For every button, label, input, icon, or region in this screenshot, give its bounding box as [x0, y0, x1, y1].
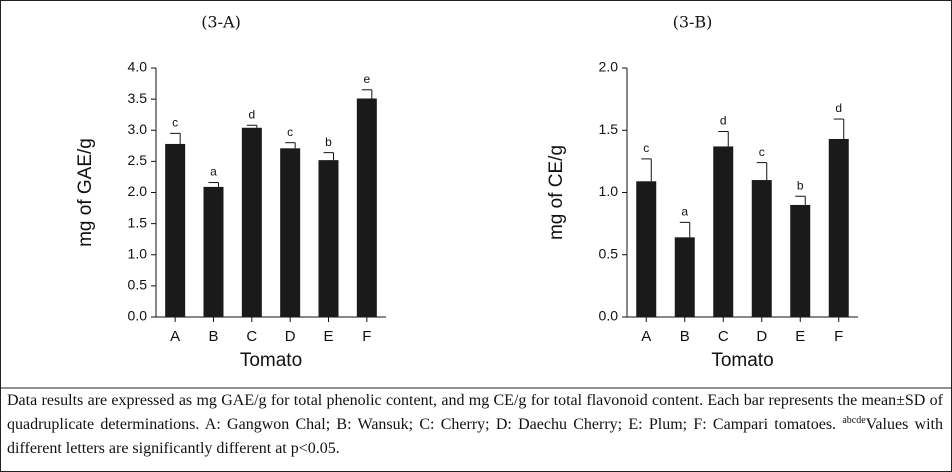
chart-title: (3-A) — [201, 13, 241, 32]
y-tick-label: 2.0 — [599, 59, 619, 75]
bar — [203, 186, 224, 317]
bar — [674, 237, 695, 317]
x-tick-label: A — [641, 328, 651, 345]
y-tick-label: 0.5 — [599, 245, 619, 261]
bar — [318, 160, 339, 317]
y-tick-label: 0.0 — [599, 308, 619, 324]
y-tick-label: 3.5 — [128, 90, 148, 106]
caption-text: Values with different letters are signif… — [7, 416, 943, 457]
significance-letter: d — [835, 101, 842, 115]
significance-letter: d — [720, 114, 727, 128]
significance-letter: c — [287, 125, 293, 139]
x-tick-label: B — [208, 328, 218, 345]
x-tick-label: D — [285, 328, 296, 345]
bar — [356, 98, 377, 317]
significance-letter: a — [210, 165, 217, 179]
significance-letter: b — [797, 178, 804, 192]
x-tick-label: D — [756, 328, 767, 345]
y-axis-label: mg of CE/g — [546, 145, 567, 240]
y-tick-label: 1.5 — [128, 214, 148, 230]
x-tick-label: B — [680, 328, 690, 345]
y-tick-label: 0.0 — [128, 308, 148, 324]
bar — [751, 180, 772, 317]
significance-letter: a — [681, 205, 688, 219]
significance-letter: d — [248, 107, 255, 121]
caption-superscript: abcde — [842, 415, 866, 426]
y-tick-label: 3.0 — [128, 121, 148, 137]
x-tick-label: F — [834, 328, 843, 345]
significance-letter: c — [172, 116, 178, 130]
y-tick-label: 2.5 — [128, 152, 148, 168]
chart-title: (3-B) — [673, 13, 713, 32]
caption: Data results are expressed as mg GAE/g f… — [7, 389, 943, 461]
y-tick-label: 2.0 — [128, 183, 148, 199]
significance-letter: c — [643, 141, 649, 155]
x-axis-label: Tomato — [711, 350, 773, 371]
y-axis-label: mg of GAE/g — [75, 138, 96, 247]
y-tick-label: 0.5 — [128, 277, 148, 293]
x-tick-label: E — [323, 328, 333, 345]
y-tick-label: 1.0 — [128, 245, 148, 261]
bar — [828, 138, 849, 317]
significance-letter: b — [325, 135, 332, 149]
charts: (3-A) mg of GAE/g Tomato 0.0 0.5 1.0 1.5 2.0 2.5… — [1, 13, 951, 389]
bar — [280, 148, 301, 317]
bar — [636, 181, 657, 317]
y-tick-label: 1.5 — [599, 121, 619, 137]
x-tick-label: C — [718, 328, 729, 345]
bar — [165, 143, 186, 317]
caption-text: Data results are expressed as mg GAE/g f… — [7, 392, 943, 433]
y-tick-label: 4.0 — [128, 59, 148, 75]
x-tick-label: E — [795, 328, 805, 345]
bar — [713, 146, 734, 317]
x-tick-label: C — [246, 328, 257, 345]
x-axis-label: Tomato — [240, 350, 302, 371]
bar — [241, 127, 262, 317]
y-tick-label: 1.0 — [599, 183, 619, 199]
bar — [790, 204, 811, 317]
significance-letter: c — [759, 145, 765, 159]
significance-letter: e — [363, 72, 370, 86]
x-tick-label: A — [170, 328, 180, 345]
x-tick-label: F — [362, 328, 371, 345]
